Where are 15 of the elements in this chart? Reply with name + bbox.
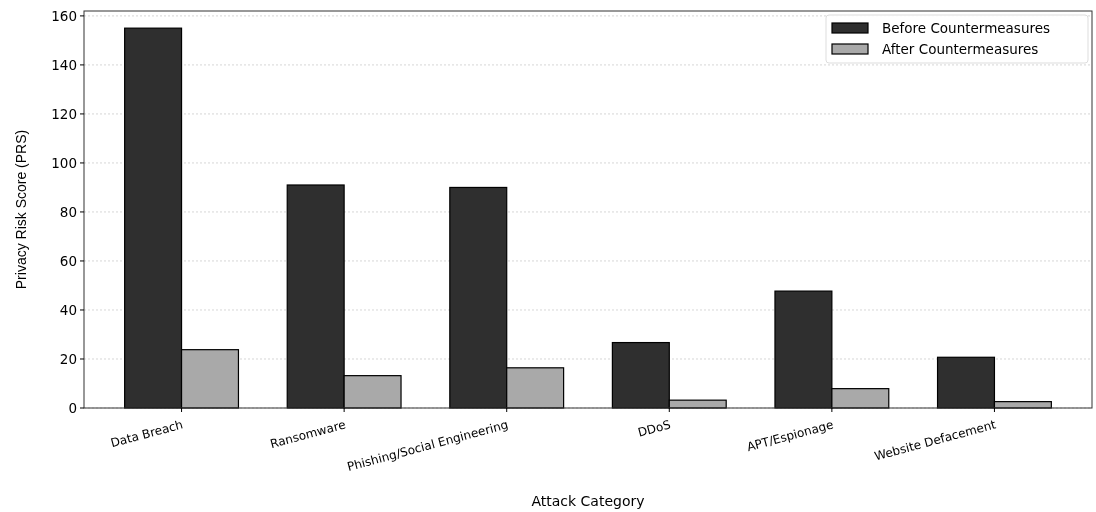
y-tick-label: 20	[59, 350, 77, 367]
y-tick-label: 60	[59, 252, 77, 269]
x-tick-label: DDoS	[636, 417, 673, 440]
x-axis-title: Attack Category	[531, 493, 645, 509]
y-tick-label: 100	[51, 154, 77, 171]
y-tick-label: 120	[51, 105, 77, 122]
y-tick-label: 80	[59, 203, 77, 220]
y-axis-title: Privacy Risk Score (PRS)	[13, 129, 29, 290]
legend-label: After Countermeasures	[882, 40, 1039, 57]
y-tick-label: 140	[51, 56, 77, 73]
y-tick-label: 160	[51, 7, 77, 24]
legend-label: Before Countermeasures	[882, 19, 1051, 36]
y-tick-label: 0	[68, 399, 77, 416]
y-tick-label: 40	[59, 301, 77, 318]
x-tick-label: Data Breach	[109, 417, 185, 451]
